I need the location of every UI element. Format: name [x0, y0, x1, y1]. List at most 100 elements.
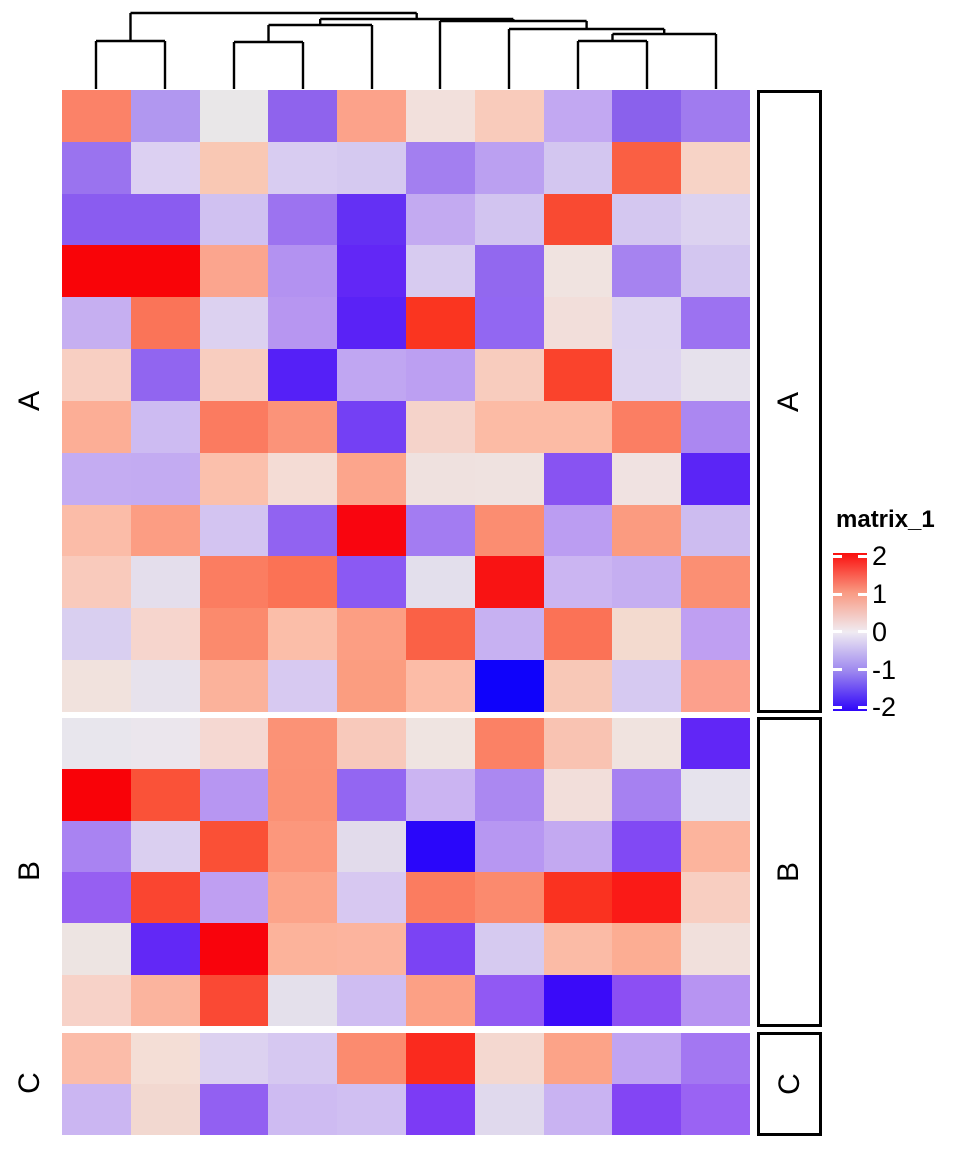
heatmap-cell: [199, 769, 269, 821]
heatmap-cell: [406, 871, 475, 924]
row-annotation-box-b: B: [757, 717, 822, 1027]
heatmap-cell: [268, 452, 338, 505]
heatmap-cell: [62, 452, 131, 505]
heatmap-cell: [681, 245, 750, 298]
heatmap-cell: [268, 90, 338, 142]
heatmap-cell: [268, 923, 338, 975]
heatmap-cell: [474, 90, 544, 142]
heatmap-cell: [406, 90, 475, 142]
heatmap-cell: [199, 556, 269, 609]
heatmap-cell: [199, 297, 269, 350]
heatmap-cell: [62, 90, 131, 142]
heatmap-cell: [199, 820, 269, 872]
heatmap-cell: [337, 400, 406, 453]
heatmap-cell: [268, 820, 338, 872]
heatmap-cell: [130, 1084, 200, 1135]
heatmap-cell: [199, 90, 269, 142]
row-group-label-left-c: C: [13, 1072, 46, 1094]
heatmap-cell: [681, 141, 750, 194]
heatmap-cell: [474, 452, 544, 505]
heatmap-cell: [199, 245, 269, 298]
row-annotation-box-c: C: [757, 1032, 822, 1136]
heatmap-cell: [474, 718, 544, 770]
heatmap-cell: [681, 1084, 750, 1135]
heatmap-cell: [681, 820, 750, 872]
heatmap-cell: [474, 141, 544, 194]
heatmap-cell: [406, 556, 475, 609]
heatmap-cell: [543, 769, 613, 821]
heatmap-body-group-b: [62, 718, 750, 1026]
heatmap-cell: [199, 974, 269, 1026]
row-annotation-label-a: A: [772, 391, 806, 412]
heatmap-cell: [681, 923, 750, 975]
heatmap-cell: [406, 504, 475, 557]
heatmap-cell: [543, 1033, 613, 1084]
heatmap-cell: [337, 297, 406, 350]
heatmap-cell: [406, 718, 475, 770]
heatmap-cell: [612, 871, 682, 924]
heatmap-cell: [474, 193, 544, 246]
heatmap-cell: [62, 400, 131, 453]
heatmap-cell: [199, 504, 269, 557]
heatmap-cell: [62, 349, 131, 401]
heatmap-cell: [337, 608, 406, 661]
heatmap-cell: [337, 245, 406, 298]
heatmap-cell: [130, 245, 200, 298]
row-annotation-label-c: C: [772, 1073, 806, 1095]
heatmap-cell: [474, 1033, 544, 1084]
heatmap-cell: [406, 452, 475, 505]
heatmap-cell: [337, 660, 406, 712]
heatmap-cell: [681, 556, 750, 609]
heatmap-cell: [543, 660, 613, 712]
heatmap-cell: [130, 141, 200, 194]
heatmap-cell: [406, 608, 475, 661]
heatmap-cell: [612, 452, 682, 505]
heatmap-cell: [62, 1084, 131, 1135]
heatmap-cell: [268, 556, 338, 609]
heatmap-cell: [406, 1033, 475, 1084]
heatmap-cell: [406, 974, 475, 1026]
heatmap-cell: [130, 871, 200, 924]
heatmap-cell: [199, 871, 269, 924]
heatmap-cell: [268, 297, 338, 350]
legend-tick-dash: [858, 668, 867, 671]
heatmap-cell: [681, 871, 750, 924]
heatmap-cell: [543, 504, 613, 557]
heatmap-cell: [474, 820, 544, 872]
heatmap-cell: [130, 923, 200, 975]
heatmap-cell: [406, 245, 475, 298]
heatmap-cell: [130, 400, 200, 453]
heatmap-cell: [268, 1084, 338, 1135]
heatmap-cell: [337, 820, 406, 872]
heatmap-cell: [62, 193, 131, 246]
heatmap-cell: [268, 504, 338, 557]
heatmap-cell: [337, 1033, 406, 1084]
heatmap-cell: [199, 141, 269, 194]
heatmap-cell: [337, 349, 406, 401]
heatmap-cell: [681, 769, 750, 821]
heatmap-cell: [474, 660, 544, 712]
heatmap-cell: [268, 141, 338, 194]
heatmap-cell: [337, 871, 406, 924]
heatmap-cell: [543, 141, 613, 194]
heatmap-cell: [62, 556, 131, 609]
heatmap-cell: [337, 556, 406, 609]
heatmap-cell: [406, 193, 475, 246]
heatmap-cell: [612, 660, 682, 712]
heatmap-cell: [406, 769, 475, 821]
heatmap-cell: [406, 820, 475, 872]
heatmap-cell: [199, 400, 269, 453]
heatmap-cell: [612, 90, 682, 142]
heatmap-cell: [612, 349, 682, 401]
heatmap-cell: [62, 820, 131, 872]
heatmap-cell: [62, 608, 131, 661]
heatmap-cell: [62, 504, 131, 557]
heatmap-cell: [406, 349, 475, 401]
heatmap-cell: [612, 769, 682, 821]
heatmap-cell: [612, 974, 682, 1026]
heatmap-cell: [199, 1084, 269, 1135]
heatmap-cell: [130, 1033, 200, 1084]
heatmap-cell: [268, 608, 338, 661]
heatmap-cell: [130, 660, 200, 712]
heatmap-cell: [543, 90, 613, 142]
